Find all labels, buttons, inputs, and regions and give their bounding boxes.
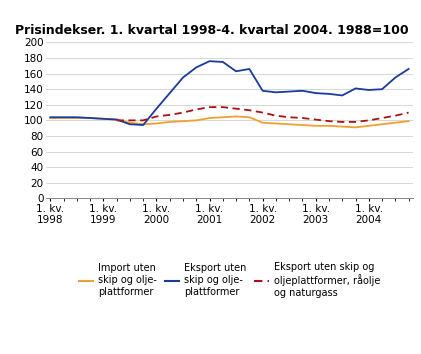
Text: Prisindekser. 1. kvartal 1998-4. kvartal 2004. 1988=100: Prisindekser. 1. kvartal 1998-4. kvartal… <box>15 24 409 37</box>
Legend: Import uten
skip og olje-
plattformer, Eksport uten
skip og olje-
plattformer, E: Import uten skip og olje- plattformer, E… <box>79 262 380 298</box>
